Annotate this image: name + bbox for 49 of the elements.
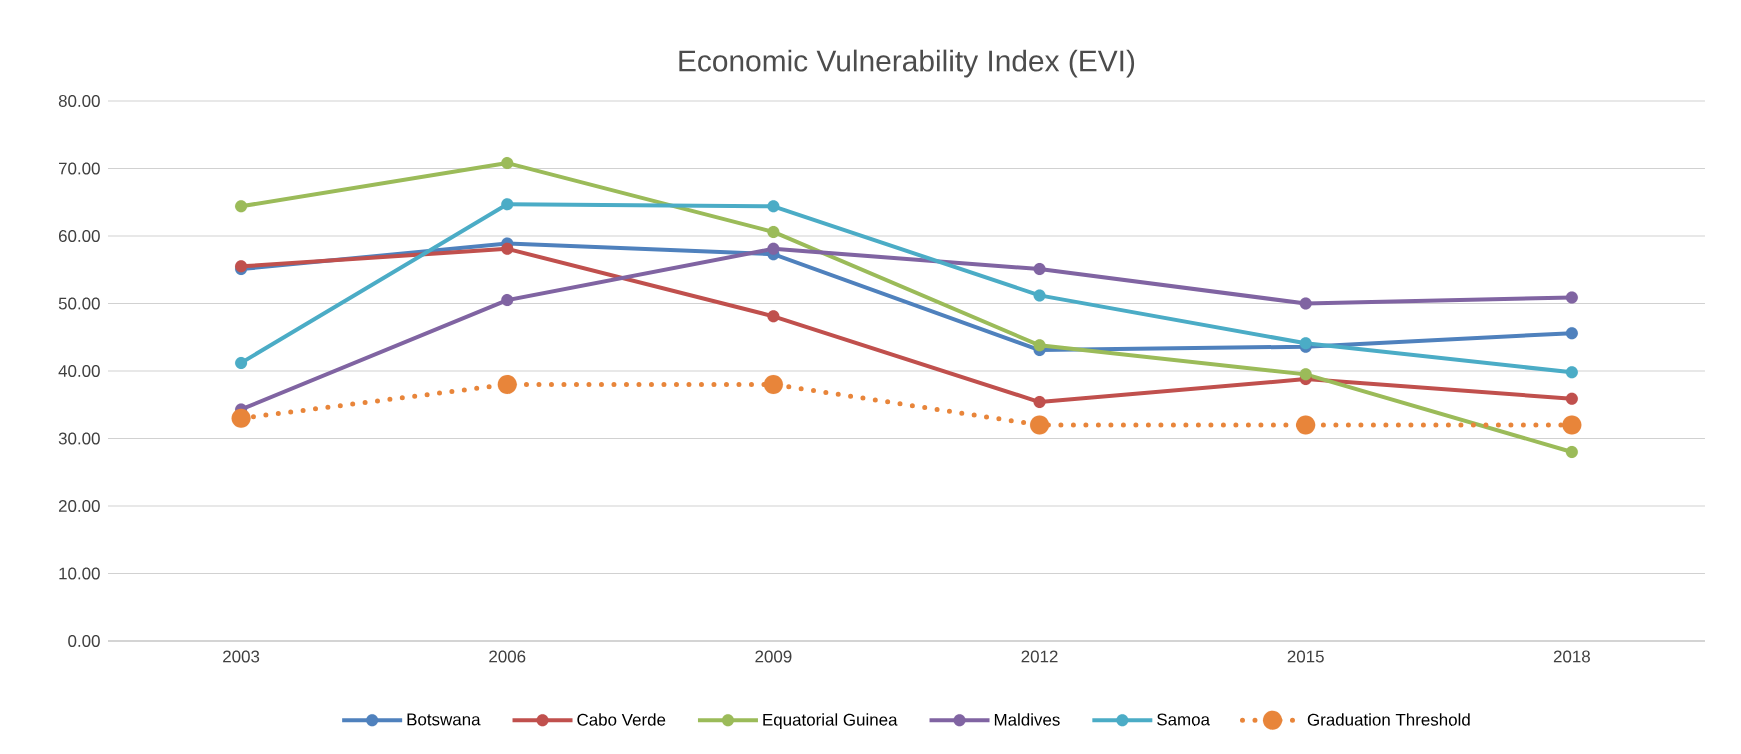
y-tick-label: 30.00 — [58, 432, 100, 445]
y-tick-label: 0.00 — [68, 634, 100, 647]
point — [235, 200, 248, 213]
point — [1033, 263, 1046, 276]
point — [1296, 415, 1316, 435]
x-tick-label: 2012 — [1021, 650, 1058, 663]
chart-title: Economic Vulnerability Index (EVI) — [679, 49, 1135, 78]
x-tick-label: 2018 — [1553, 650, 1590, 663]
legend-label: Samoa — [1157, 713, 1210, 726]
point — [1033, 395, 1046, 409]
y-tick-label: 60.00 — [58, 229, 100, 242]
point — [1033, 289, 1046, 302]
point — [767, 310, 780, 323]
x-tick-label: 2006 — [489, 650, 526, 663]
y-tick-label: 50.00 — [58, 297, 100, 310]
x-tick-label: 2009 — [755, 650, 792, 663]
point — [763, 374, 783, 395]
point — [497, 374, 517, 395]
legend-label: Equatorial Guinea — [763, 713, 898, 730]
point — [501, 198, 514, 211]
point — [1565, 392, 1578, 405]
point — [767, 200, 780, 213]
y-tick-label: 10.00 — [59, 567, 100, 580]
x-tick-label: 2003 — [223, 650, 260, 663]
y-tick-label: 40.00 — [58, 364, 100, 377]
legend-label: Cabo Verde — [577, 713, 666, 726]
point — [767, 242, 780, 255]
point — [1299, 297, 1312, 310]
point — [1565, 291, 1578, 304]
point — [1565, 366, 1578, 379]
y-tick-label: 80.00 — [58, 94, 100, 107]
point — [501, 242, 514, 255]
point — [501, 157, 514, 170]
x-tick-label: 2015 — [1287, 650, 1324, 663]
point — [1033, 339, 1046, 352]
legend-label: Graduation Threshold — [1307, 713, 1470, 726]
y-tick-label: 70.00 — [58, 162, 100, 175]
legend-label: Botswana — [407, 713, 481, 726]
point — [231, 408, 251, 428]
point — [1030, 415, 1050, 435]
point — [1565, 327, 1578, 340]
point — [501, 294, 514, 307]
point — [1562, 415, 1582, 435]
point — [767, 225, 780, 238]
point — [1299, 368, 1312, 381]
y-tick-label: 20.00 — [58, 499, 100, 512]
point — [1565, 445, 1578, 459]
legend-label: Maldives — [994, 713, 1060, 726]
point — [235, 356, 248, 369]
